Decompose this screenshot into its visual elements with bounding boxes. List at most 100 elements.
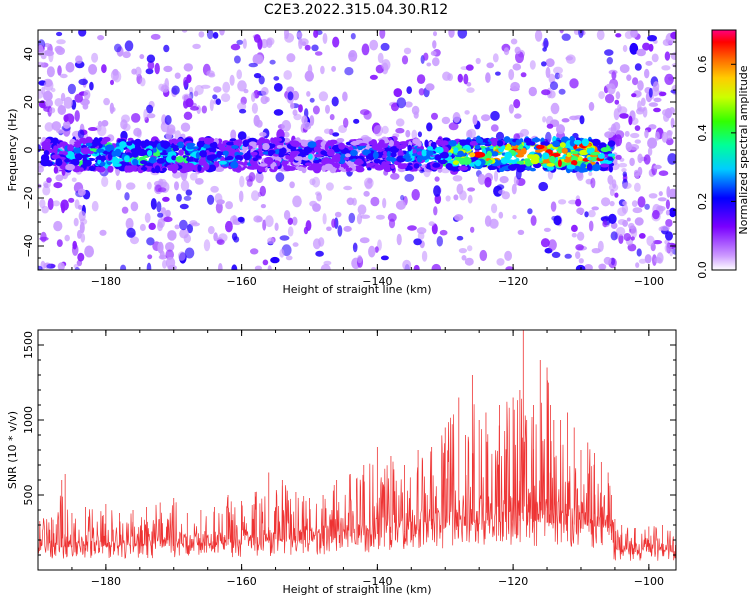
snr-xtick-label: −120 — [498, 575, 528, 588]
heatmap-cell — [588, 171, 593, 176]
heatmap-cell — [94, 166, 104, 170]
heatmap-cell — [543, 37, 549, 49]
heatmap-cell — [326, 148, 335, 157]
heatmap-cell — [183, 168, 192, 172]
heatmap-cell — [571, 232, 577, 238]
heatmap-cell — [262, 259, 269, 266]
heatmap-cell — [417, 231, 425, 240]
heatmap-cell — [530, 157, 540, 165]
heatmap-cell — [171, 85, 180, 95]
heatmap-cell — [64, 158, 70, 163]
heatmap-cell — [238, 190, 244, 203]
heatmap-cell — [51, 121, 62, 131]
heatmap-cell — [549, 81, 559, 91]
heatmap-cell — [80, 98, 90, 106]
heatmap-cell — [355, 139, 364, 144]
heatmap-cell — [396, 97, 407, 109]
heatmap-cell — [566, 164, 576, 170]
heatmap-cell — [445, 163, 453, 170]
heatmap-cell — [78, 78, 88, 86]
heatmap-cell — [148, 222, 156, 230]
heatmap-cell — [234, 155, 242, 160]
heatmap-cell — [161, 83, 168, 92]
heatmap-cell — [347, 160, 355, 167]
heatmap-cell — [309, 97, 315, 103]
heatmap-cell — [617, 106, 628, 115]
heatmap-cell — [99, 229, 107, 236]
heatmap-cell — [411, 105, 420, 115]
heatmap-cell — [372, 151, 379, 160]
heatmap-cell — [407, 225, 417, 231]
heatmap-cell — [474, 159, 482, 167]
heatmap-cell — [426, 62, 432, 67]
heatmap-cell — [140, 160, 148, 165]
heatmap-cell — [145, 68, 154, 75]
heatmap-cell — [343, 225, 352, 232]
heatmap-cell — [260, 204, 266, 209]
heatmap-cell — [495, 131, 505, 141]
heatmap-cell — [571, 150, 580, 155]
heatmap-cell — [405, 165, 413, 171]
heatmap-cell — [91, 52, 99, 63]
heatmap-cell — [360, 214, 371, 219]
heatmap-cell — [255, 171, 264, 184]
heatmap-cell — [253, 114, 260, 127]
heatmap-cell — [512, 163, 521, 169]
heatmap-cell — [440, 140, 449, 146]
heatmap-cell — [515, 139, 522, 146]
heatmap-cell — [390, 164, 396, 169]
heatmap-cell — [276, 137, 283, 142]
heatmap-cell — [652, 240, 663, 245]
heatmap-cell — [159, 250, 165, 259]
heatmap-cell — [279, 248, 285, 258]
heatmap-cell — [101, 137, 108, 143]
heatmap-cell — [536, 144, 545, 150]
heatmap-cell — [614, 99, 620, 105]
heatmap-cell — [630, 132, 640, 139]
heatmap-cell — [243, 152, 251, 161]
heatmap-cell — [603, 256, 612, 265]
heatmap-ytick-label: −40 — [22, 234, 35, 257]
heatmap-cell — [273, 109, 284, 116]
heatmap-cell — [296, 32, 303, 38]
heatmap-cell — [59, 73, 68, 79]
heatmap-cell — [457, 150, 464, 158]
heatmap-cell — [344, 153, 351, 158]
heatmap-cell — [252, 157, 258, 162]
heatmap-cell — [131, 113, 141, 123]
heatmap-cell — [126, 141, 133, 146]
heatmap-cell — [322, 33, 328, 44]
heatmap-cell — [332, 132, 340, 137]
heatmap-cell — [475, 135, 482, 144]
heatmap-cell — [628, 222, 635, 230]
heatmap-cell — [514, 113, 522, 119]
heatmap-cell — [258, 143, 263, 151]
heatmap-cell — [371, 267, 377, 270]
heatmap-cell — [124, 40, 134, 52]
heatmap-cell — [382, 197, 387, 209]
heatmap-cell — [516, 160, 525, 165]
heatmap-cell — [619, 113, 629, 119]
heatmap-cell — [493, 170, 499, 182]
heatmap-cell — [96, 148, 105, 153]
heatmap-cell — [344, 67, 354, 76]
heatmap-cell — [286, 86, 295, 94]
colorbar — [711, 29, 737, 271]
heatmap-peak-edge — [469, 152, 476, 158]
heatmap-cell — [352, 242, 358, 253]
heatmap-cell — [133, 127, 142, 137]
heatmap-cell — [453, 147, 459, 154]
heatmap-cell — [353, 160, 364, 166]
heatmap-cell — [251, 190, 260, 202]
heatmap-cell — [559, 30, 564, 34]
heatmap-cell — [40, 53, 47, 60]
heatmap-cell — [381, 59, 391, 71]
heatmap-signal-band — [40, 135, 616, 175]
heatmap-cell — [631, 93, 637, 98]
heatmap-cell — [270, 137, 275, 144]
snr-peaks — [38, 330, 676, 552]
heatmap-cell — [200, 84, 211, 89]
heatmap-cell — [218, 160, 227, 165]
heatmap-cell — [413, 238, 422, 246]
heatmap-cell — [148, 156, 157, 164]
